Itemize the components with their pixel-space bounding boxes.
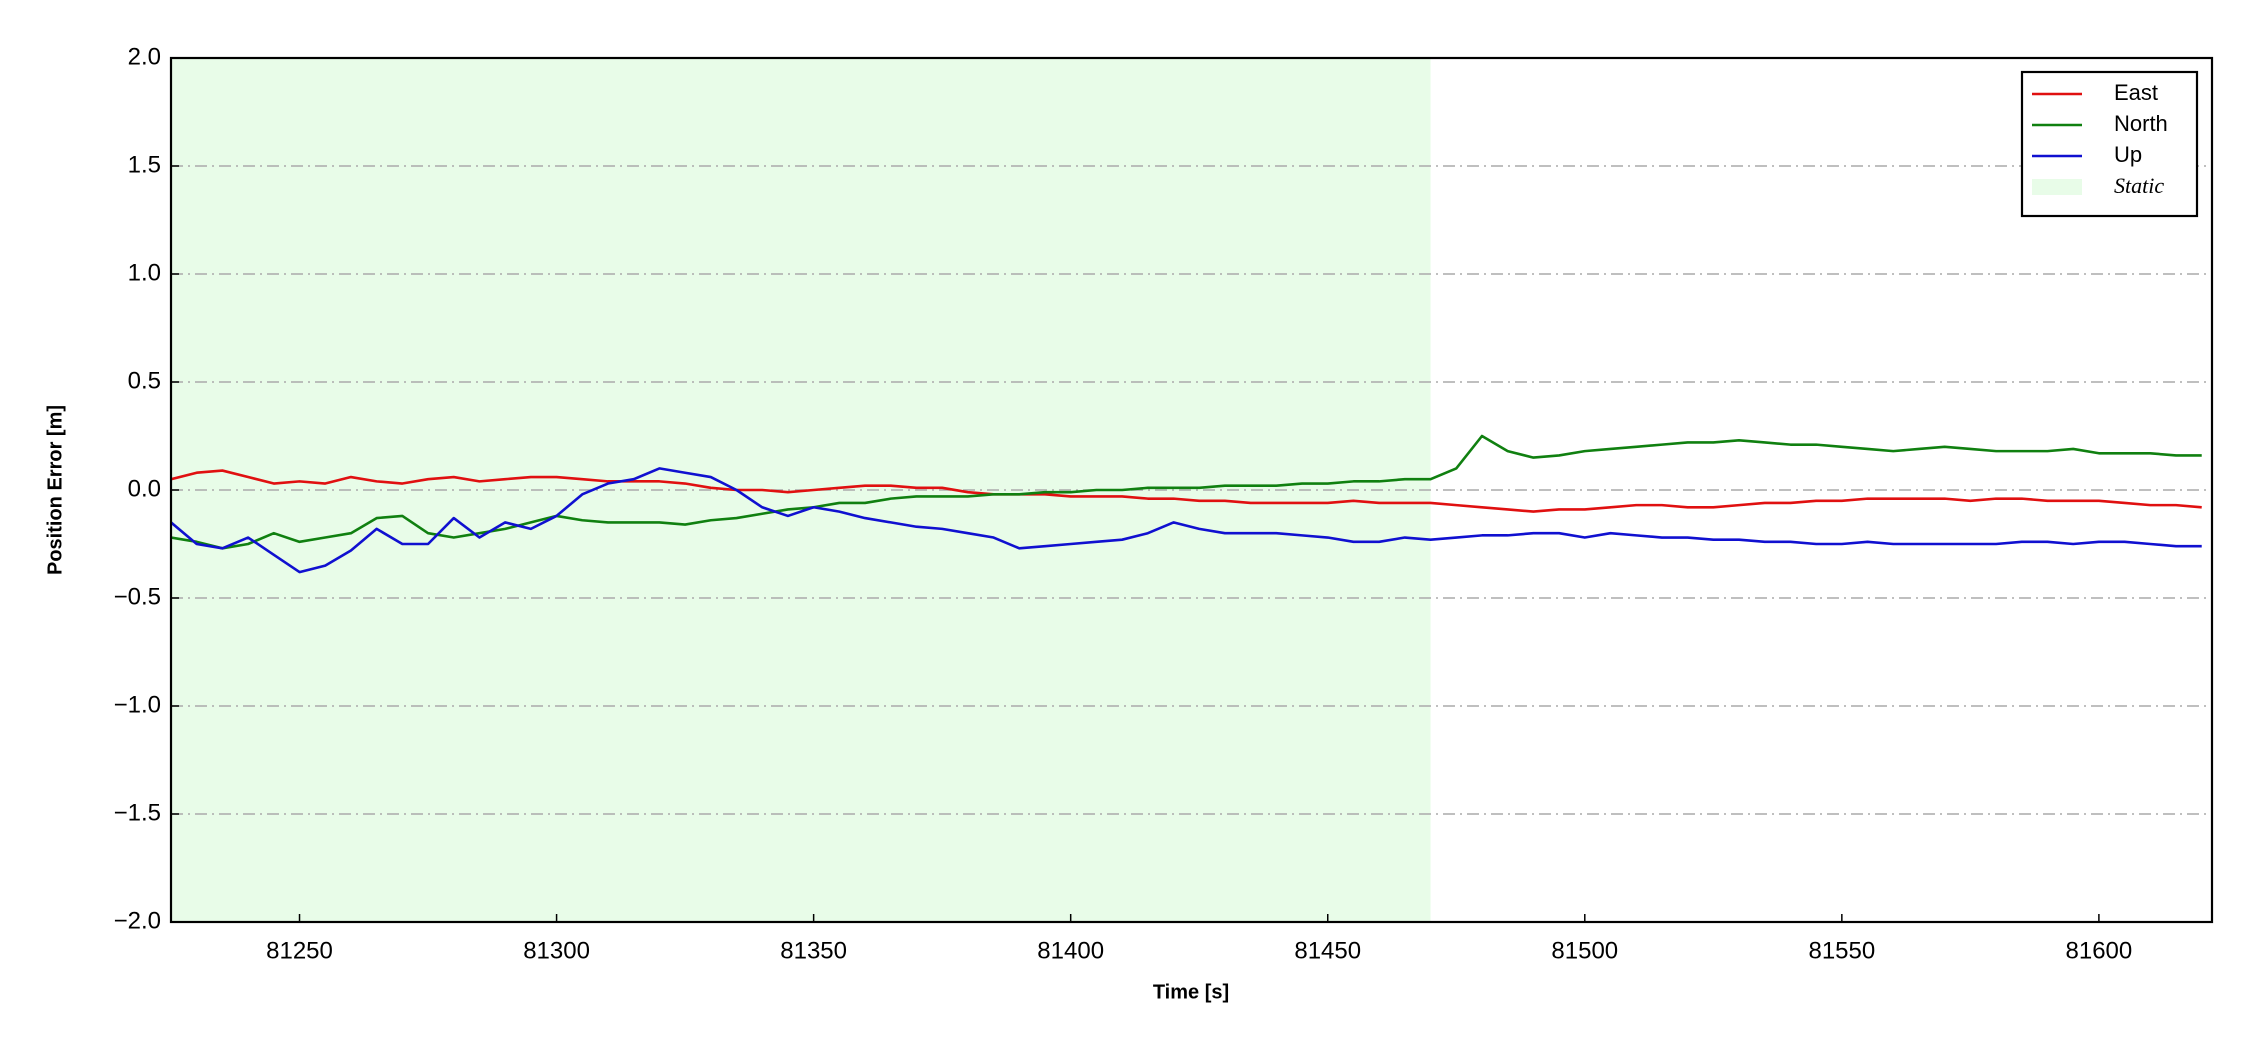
y-tick-label: −2.0: [114, 907, 161, 934]
x-tick-label: 81600: [2066, 937, 2133, 964]
line-series: [171, 434, 2202, 550]
legend-label: North: [2114, 111, 2168, 136]
x-tick-label: 81500: [1551, 937, 1618, 964]
y-tick-label: −1.0: [114, 691, 161, 718]
y-tick-label: 0.0: [128, 475, 161, 502]
x-tick-label: 81300: [523, 937, 590, 964]
x-tick-label: 81550: [1808, 937, 1875, 964]
y-tick-label: 1.0: [128, 259, 161, 286]
y-tick-label: 1.5: [128, 151, 161, 178]
x-axis-label: Time [s]: [1153, 981, 1229, 1003]
plot-frame: [169, 56, 2214, 924]
y-tick-label: 2.0: [128, 43, 161, 70]
x-tick-label: 81450: [1294, 937, 1361, 964]
line-series: [171, 469, 2202, 513]
legend-swatch: [2032, 179, 2082, 195]
y-tick-label: 0.5: [128, 367, 161, 394]
line-series: [171, 467, 2202, 574]
legend-label: East: [2114, 80, 2158, 105]
x-tick-label: 81350: [780, 937, 847, 964]
y-tick-label: −1.5: [114, 799, 161, 826]
legend-label: Up: [2114, 142, 2142, 167]
x-tick-label: 81250: [266, 937, 333, 964]
x-tick-label: 81400: [1037, 937, 1104, 964]
legend-label: Static: [2114, 173, 2164, 198]
y-axis-label: Position Error [m]: [44, 405, 66, 575]
y-tick-label: −0.5: [114, 583, 161, 610]
